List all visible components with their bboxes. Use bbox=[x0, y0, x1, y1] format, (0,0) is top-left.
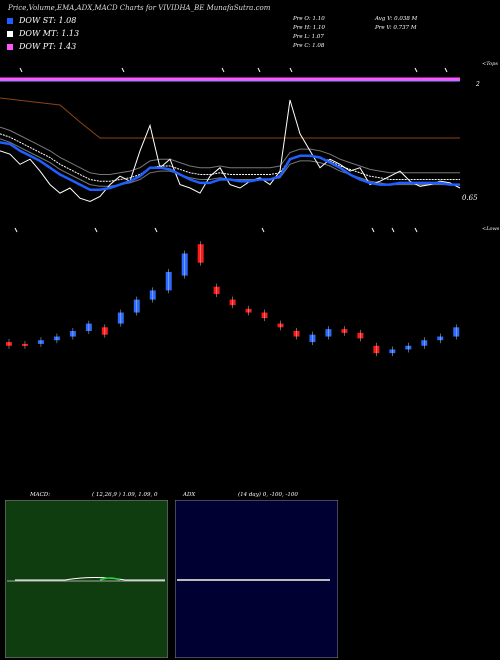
low-marker bbox=[371, 227, 375, 233]
macd-line bbox=[15, 577, 165, 581]
low-marker bbox=[94, 227, 98, 233]
macd-bg bbox=[5, 500, 168, 658]
legend-swatch-pt bbox=[7, 44, 13, 50]
stat-close: Pre C: 1.08 bbox=[293, 43, 325, 49]
legend-swatch-mt bbox=[7, 31, 13, 37]
macd-label: MACD: bbox=[30, 492, 51, 498]
stat-high: Pre H: 1.10 bbox=[293, 25, 325, 31]
dow-st-line bbox=[0, 141, 460, 191]
top-marker bbox=[414, 67, 418, 73]
low-marker bbox=[391, 227, 395, 233]
tops-markers bbox=[19, 67, 448, 73]
top-marker bbox=[257, 67, 261, 73]
lows-label: <Lows bbox=[482, 226, 500, 232]
ema-long-line bbox=[0, 97, 460, 139]
top-marker bbox=[121, 67, 125, 73]
price-hi-label: 2 bbox=[475, 81, 480, 88]
chart-title: Price,Volume,EMA,ADX,MACD Charts for VIV… bbox=[8, 4, 271, 12]
macd-panel bbox=[5, 500, 168, 658]
top-marker bbox=[289, 67, 293, 73]
price-line bbox=[0, 99, 461, 203]
legend-dow-st: DOW ST: 1.08 bbox=[7, 16, 76, 25]
low-marker bbox=[14, 227, 18, 233]
tops-label: <Tops bbox=[482, 61, 498, 67]
candles bbox=[6, 241, 460, 357]
band-line-0 bbox=[0, 126, 460, 175]
price-chart: <Tops 2 0.65 <Lows bbox=[0, 61, 500, 357]
stat-avg-volume: Avg V: 0.038 M bbox=[375, 16, 418, 22]
low-marker bbox=[261, 227, 265, 233]
adx-label: ADX bbox=[183, 492, 196, 498]
legend-dow-pt: DOW PT: 1.43 bbox=[7, 42, 76, 51]
top-marker bbox=[444, 67, 448, 73]
lows-markers bbox=[14, 227, 418, 233]
macd-params: ( 12,26,9 ) 1.09, 1.09, 0 bbox=[92, 492, 158, 498]
top-marker bbox=[221, 67, 225, 73]
legend-label-st: DOW ST: 1.08 bbox=[19, 16, 77, 25]
low-marker bbox=[154, 227, 158, 233]
stat-pre-volume: Pre V: 0.737 M bbox=[375, 25, 417, 31]
price-lo-label: 0.65 bbox=[462, 194, 478, 202]
low-marker bbox=[414, 227, 418, 233]
adx-panel bbox=[175, 500, 338, 658]
bands bbox=[0, 126, 460, 187]
stat-open: Pre O: 1.10 bbox=[293, 16, 325, 22]
stat-low: Pre L: 1.07 bbox=[293, 34, 324, 40]
macd-hist bbox=[99, 577, 121, 581]
adx-params: (14 day) 0, -100, -100 bbox=[238, 492, 298, 498]
legend-swatch-st bbox=[7, 18, 13, 24]
legend-label-pt: DOW PT: 1.43 bbox=[19, 42, 77, 51]
legend-dow-mt: DOW MT: 1.13 bbox=[7, 29, 79, 38]
legend-label-mt: DOW MT: 1.13 bbox=[19, 29, 80, 38]
top-marker bbox=[19, 67, 23, 73]
